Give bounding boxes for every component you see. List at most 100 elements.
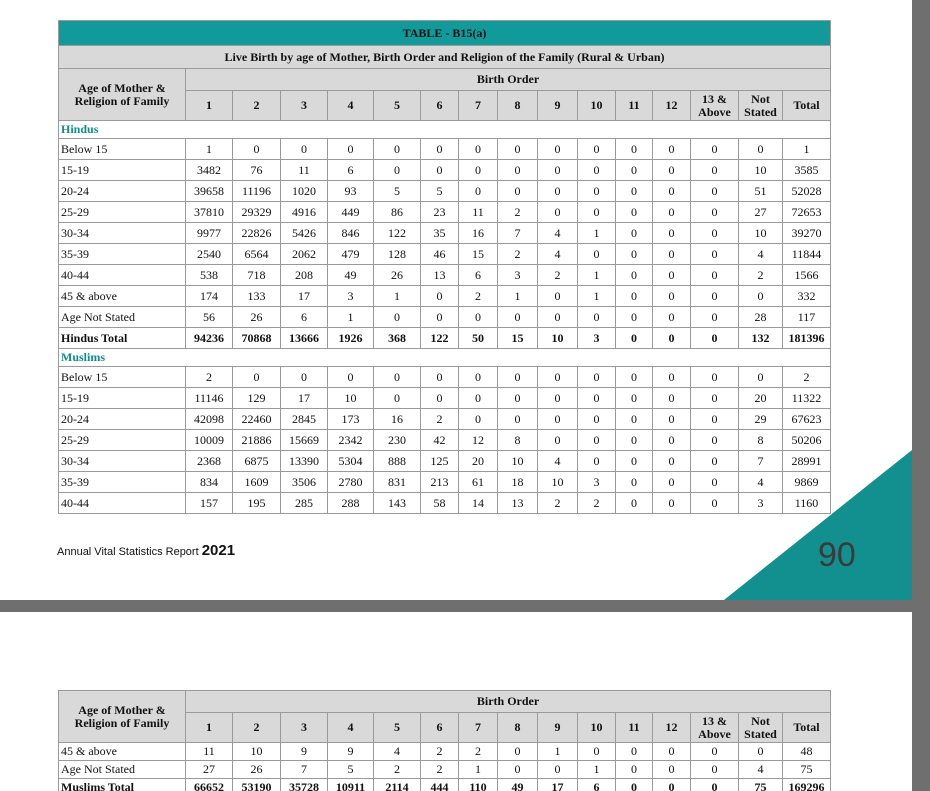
- cell: 2368: [185, 450, 233, 472]
- cell: 0: [738, 366, 783, 388]
- cell: 0: [327, 366, 374, 388]
- cell: 0: [420, 159, 459, 181]
- header-row: 1 2 3 4 5 6 7 8 9 10 11 12 13 & Above Not Stated Total: [59, 90, 832, 121]
- cell: 0: [615, 492, 653, 514]
- cell: 128: [373, 243, 421, 265]
- cell: 4: [537, 222, 578, 244]
- cell: 3: [577, 471, 616, 493]
- cell: 0: [577, 450, 616, 472]
- column-header: 6: [420, 90, 459, 121]
- cell: 0: [458, 159, 498, 181]
- cell: 10: [232, 742, 281, 761]
- column-header: 3: [280, 712, 328, 743]
- row-label: 30-34: [58, 450, 186, 472]
- cell: 56: [185, 306, 233, 328]
- cell: 0: [577, 306, 616, 328]
- data-row: 25-29 10009 21886 15669 2342 230 42 12 8 0 0 0 0 0 8 50…: [58, 429, 832, 451]
- section-row: Muslims: [57, 348, 832, 367]
- cell: 0: [497, 138, 538, 160]
- header-row: Age of Mother & Religion of Family Birth …: [58, 68, 832, 121]
- column-header: 12: [652, 712, 691, 743]
- cell: 10009: [185, 429, 233, 451]
- data-row: 15-19 3482 76 11 6 0 0 0 0 0 0 0 0 0 10 3585: [58, 159, 832, 181]
- cell: 10: [327, 387, 374, 409]
- cell: 157: [185, 492, 233, 514]
- cell: 2: [577, 492, 616, 514]
- cell: 7: [738, 450, 783, 472]
- row-label: Age Not Stated: [58, 760, 186, 779]
- cell: 332: [781, 285, 832, 307]
- cell: 2: [738, 264, 783, 286]
- cell: 66652: [185, 778, 233, 791]
- cell: 75: [738, 778, 783, 791]
- cell: 0: [652, 159, 691, 181]
- cell: 0: [615, 408, 653, 430]
- cell: 0: [577, 429, 616, 451]
- cell: 0: [615, 327, 653, 349]
- column-header: Total: [781, 712, 832, 743]
- cell: 0: [690, 243, 739, 265]
- cell: 42098: [185, 408, 233, 430]
- cell: 11: [185, 742, 233, 761]
- cell: 0: [537, 408, 578, 430]
- cell: 0: [652, 366, 691, 388]
- cell: 0: [280, 366, 328, 388]
- cell: 0: [690, 387, 739, 409]
- cell: 2: [497, 243, 538, 265]
- cell: 52028: [781, 180, 832, 202]
- cell: 15669: [280, 429, 328, 451]
- cell: 4: [537, 243, 578, 265]
- cell: 0: [615, 306, 653, 328]
- cell: 1566: [781, 264, 832, 286]
- column-header: 13 & Above: [690, 90, 739, 121]
- cell: 0: [615, 180, 653, 202]
- cell: 2: [458, 285, 498, 307]
- cell: 444: [420, 778, 459, 791]
- cell: 0: [652, 742, 691, 761]
- page: Age of Mother & Religion of Family Birth …: [0, 612, 912, 791]
- cell: 0: [497, 742, 538, 761]
- cell: 0: [652, 285, 691, 307]
- cell: 1: [497, 285, 538, 307]
- cell: 0: [537, 201, 578, 223]
- cell: 9977: [185, 222, 233, 244]
- cell: 0: [497, 159, 538, 181]
- title-row: TABLE - B15(a): [57, 20, 832, 46]
- cell: 35: [420, 222, 459, 244]
- cell: 0: [652, 408, 691, 430]
- cell: 4916: [280, 201, 328, 223]
- cell: 0: [690, 222, 739, 244]
- cell: 11: [458, 201, 498, 223]
- cell: 9: [280, 742, 328, 761]
- cell: 49: [327, 264, 374, 286]
- cell: 0: [652, 429, 691, 451]
- row-label: 30-34: [58, 222, 186, 244]
- cell: 0: [652, 222, 691, 244]
- cell: 2: [458, 742, 498, 761]
- column-header: 12: [652, 90, 691, 121]
- cell: 49: [497, 778, 538, 791]
- cell: 0: [537, 180, 578, 202]
- cell: 133: [232, 285, 281, 307]
- cell: 1: [577, 285, 616, 307]
- cell: 0: [537, 306, 578, 328]
- cell: 1: [458, 760, 498, 779]
- footer: Annual Vital Statistics Report 2021: [57, 542, 235, 559]
- column-header: 1: [185, 712, 233, 743]
- cell: 6: [327, 159, 374, 181]
- data-row: Below 15 2 0 0 0 0 0 0 0 0 0 0 0 0 0 2: [58, 366, 832, 388]
- cell: 0: [690, 264, 739, 286]
- cell: 0: [690, 778, 739, 791]
- cell: 1: [577, 760, 616, 779]
- header-row: Age of Mother & Religion of Family Birth …: [58, 690, 832, 743]
- cell: 6564: [232, 243, 281, 265]
- cell: 7: [280, 760, 328, 779]
- data-row: 35-39 834 1609 3506 2780 831 213 61 18 10 3 0 0 0 4 986…: [58, 471, 832, 493]
- row-label: 45 & above: [58, 742, 186, 761]
- row-label: 35-39: [58, 243, 186, 265]
- cell: 0: [615, 264, 653, 286]
- cell: 53190: [232, 778, 281, 791]
- cell: 20: [738, 387, 783, 409]
- cell: 1: [537, 742, 578, 761]
- cell: 37810: [185, 201, 233, 223]
